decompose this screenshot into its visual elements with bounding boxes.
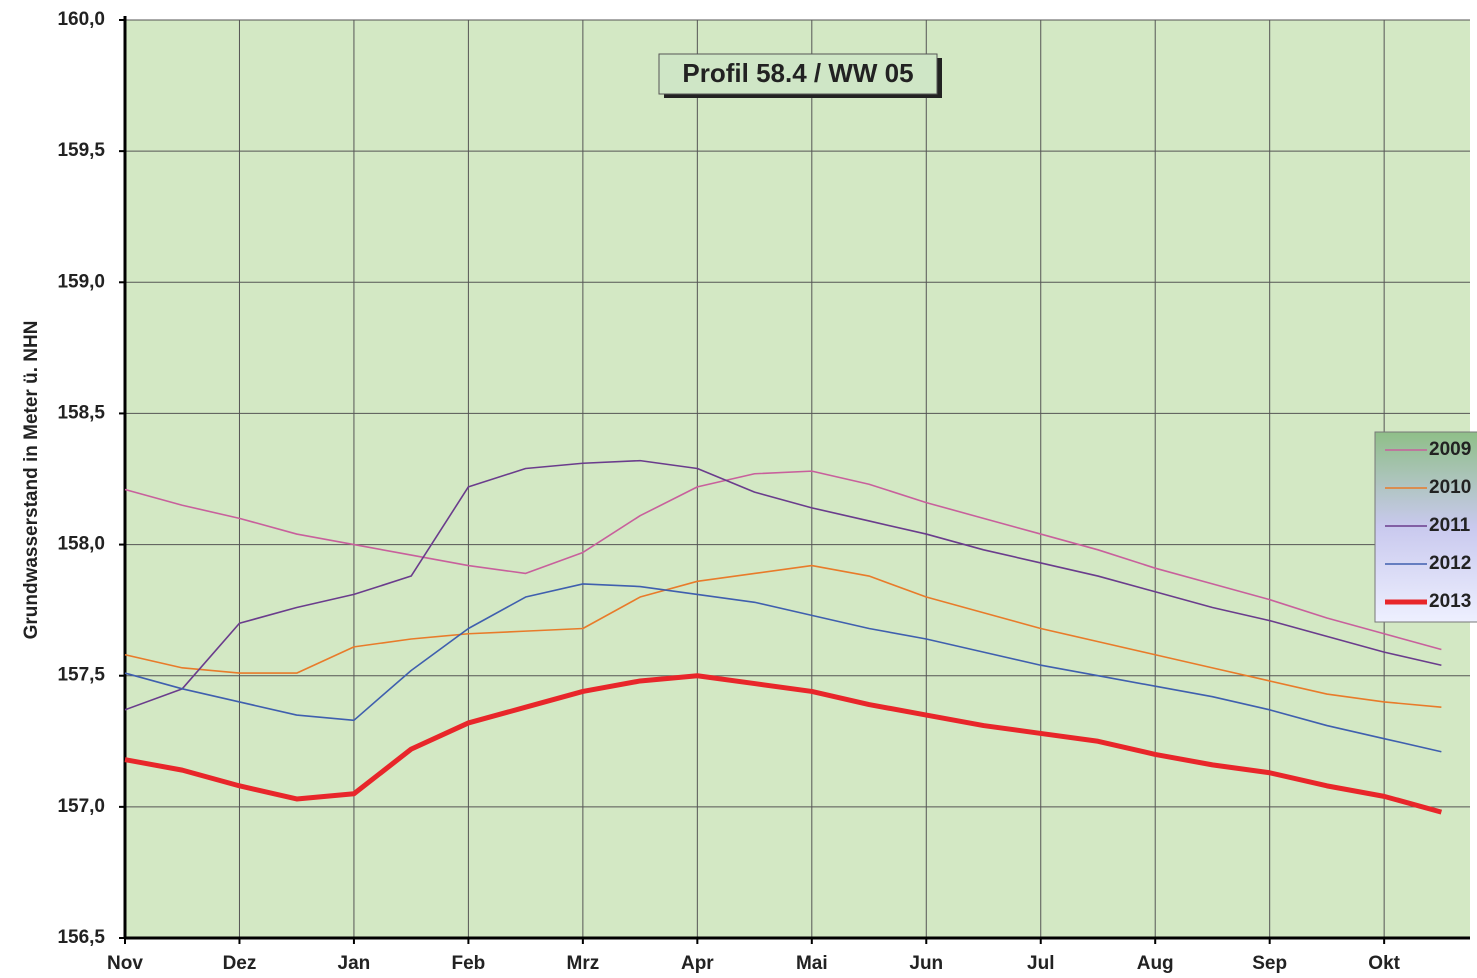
x-tick-label: Jul bbox=[1027, 953, 1054, 974]
plot-area bbox=[125, 20, 1470, 938]
series-line bbox=[124, 564, 1442, 708]
y-tick-label: 157,5 bbox=[57, 665, 105, 686]
x-tick-label: Feb bbox=[452, 953, 486, 974]
y-tick-label: 160,0 bbox=[57, 9, 105, 30]
series-line bbox=[124, 459, 1442, 711]
y-axis-label: Grundwasserstand in Meter ü. NHN bbox=[21, 321, 42, 640]
series-line bbox=[124, 583, 1442, 753]
y-tick-label: 156,5 bbox=[57, 927, 105, 948]
x-tick-label: Mrz bbox=[567, 953, 600, 974]
y-tick-label: 157,0 bbox=[57, 796, 105, 817]
legend-label: 2012 bbox=[1429, 553, 1471, 574]
y-tick-label: 158,5 bbox=[57, 402, 105, 423]
x-tick-label: Sep bbox=[1252, 953, 1287, 974]
y-tick-label: 158,0 bbox=[57, 534, 105, 555]
y-tick-label: 159,5 bbox=[57, 140, 105, 161]
legend-box bbox=[1374, 431, 1477, 623]
x-tick-label: Jun bbox=[909, 953, 943, 974]
x-tick-label: Nov bbox=[107, 953, 143, 974]
x-tick-label: Jan bbox=[338, 953, 371, 974]
y-tick-label: 159,0 bbox=[57, 271, 105, 292]
legend-label: 2010 bbox=[1429, 477, 1471, 498]
legend-label: 2011 bbox=[1429, 515, 1471, 536]
legend-label: 2009 bbox=[1429, 439, 1471, 460]
x-tick-label: Dez bbox=[223, 953, 257, 974]
series-line bbox=[124, 470, 1442, 651]
legend-label: 2013 bbox=[1429, 591, 1471, 612]
x-tick-label: Mai bbox=[796, 953, 828, 974]
x-tick-label: Okt bbox=[1368, 953, 1400, 974]
title-box bbox=[658, 53, 938, 95]
x-tick-label: Apr bbox=[681, 953, 714, 974]
x-tick-label: Aug bbox=[1137, 953, 1174, 974]
series-line bbox=[124, 673, 1443, 815]
chart-title: Profil 58.4 / WW 05 bbox=[682, 58, 913, 88]
